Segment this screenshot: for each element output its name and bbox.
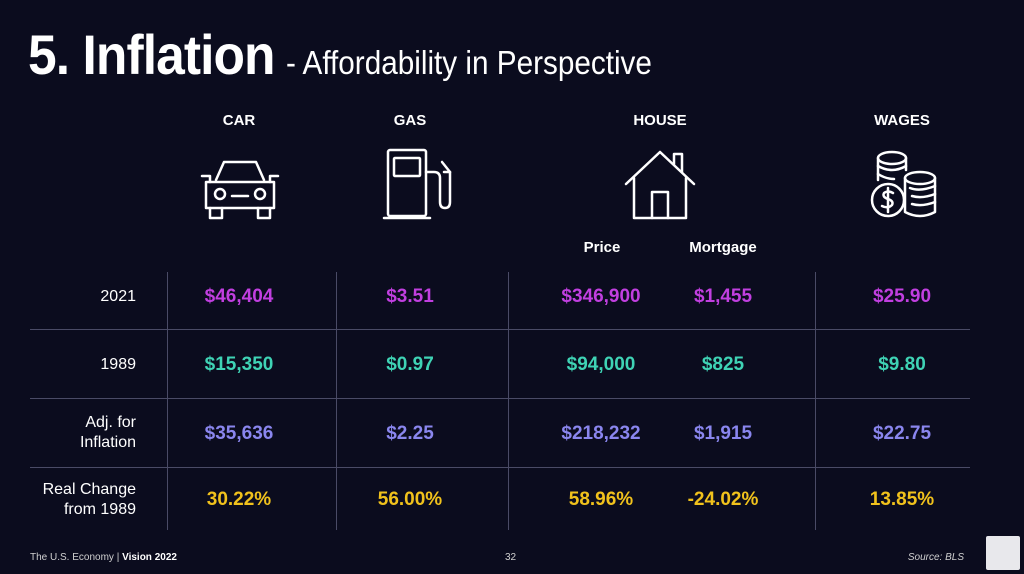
- row-label-real-change-line2: from 1989: [63, 501, 136, 518]
- cell-1989-wages: $9.80: [878, 354, 926, 375]
- row-label-adjusted-line2: Inflation: [79, 434, 136, 451]
- row-label-real-change-line1: Real Change: [42, 481, 136, 498]
- row-label-2021: 2021: [100, 288, 136, 305]
- cell-adjusted-house-price: $218,232: [561, 423, 641, 444]
- row-label-real-change: Real Change from 1989: [43, 480, 136, 520]
- cell-2021-wages: $25.90: [872, 286, 932, 307]
- cell-real-change-car: 30.22%: [206, 489, 272, 510]
- row-label-adjusted-line1: Adj. for: [85, 414, 136, 431]
- cell-1989-house-mortgage: $825: [701, 354, 745, 375]
- grid-divider: [508, 272, 509, 530]
- column-header-car: CAR: [222, 112, 256, 129]
- cell-1989-car: $15,350: [204, 354, 274, 375]
- footer-presentation-title: The U.S. Economy | Vision 2022: [30, 552, 177, 563]
- cell-2021-house-price: $346,900: [561, 286, 641, 307]
- cell-adjusted-car: $35,636: [204, 423, 274, 444]
- column-header-house: HOUSE: [633, 112, 687, 129]
- car-icon: [200, 160, 280, 220]
- gas-pump-icon: [382, 148, 452, 220]
- row-label-adjusted: Adj. for Inflation: [80, 413, 136, 453]
- house-subheader-price: Price: [583, 239, 621, 256]
- grid-divider: [167, 272, 168, 530]
- corner-logo: [986, 536, 1020, 570]
- cell-1989-gas: $0.97: [386, 354, 434, 375]
- grid-divider: [336, 272, 337, 530]
- page-number: 32: [505, 552, 517, 563]
- footer-edition: Vision 2022: [122, 552, 177, 563]
- footer-series: The U.S. Economy: [30, 552, 114, 563]
- house-subheader-mortgage: Mortgage: [689, 239, 757, 256]
- cell-2021-car: $46,404: [204, 286, 274, 307]
- title-main: 5. Inflation: [28, 23, 275, 86]
- house-icon: [624, 150, 696, 220]
- cell-real-change-house-price: 58.96%: [568, 489, 634, 510]
- cell-1989-house-price: $94,000: [566, 354, 636, 375]
- cell-real-change-gas: 56.00%: [377, 489, 443, 510]
- cell-2021-house-mortgage: $1,455: [693, 286, 753, 307]
- cell-adjusted-gas: $2.25: [386, 423, 434, 444]
- footer-separator: |: [116, 552, 120, 563]
- coins-icon: [870, 150, 937, 218]
- title-subtitle: - Affordability in Perspective: [286, 44, 652, 81]
- cell-2021-gas: $3.51: [386, 286, 434, 307]
- grid-divider: [30, 398, 970, 399]
- cell-adjusted-house-mortgage: $1,915: [693, 423, 753, 444]
- source-note: Source: BLS: [907, 552, 964, 563]
- row-label-1989: 1989: [100, 356, 136, 373]
- grid-divider: [30, 467, 970, 468]
- column-header-gas: GAS: [393, 112, 427, 129]
- cell-real-change-wages: 13.85%: [869, 489, 935, 510]
- slide-title: 5. Inflation - Affordability in Perspect…: [28, 22, 693, 87]
- grid-divider: [30, 329, 970, 330]
- grid-divider: [815, 272, 816, 530]
- column-header-wages: WAGES: [874, 112, 930, 129]
- cell-adjusted-wages: $22.75: [872, 423, 932, 444]
- cell-real-change-house-mortgage: -24.02%: [687, 489, 759, 510]
